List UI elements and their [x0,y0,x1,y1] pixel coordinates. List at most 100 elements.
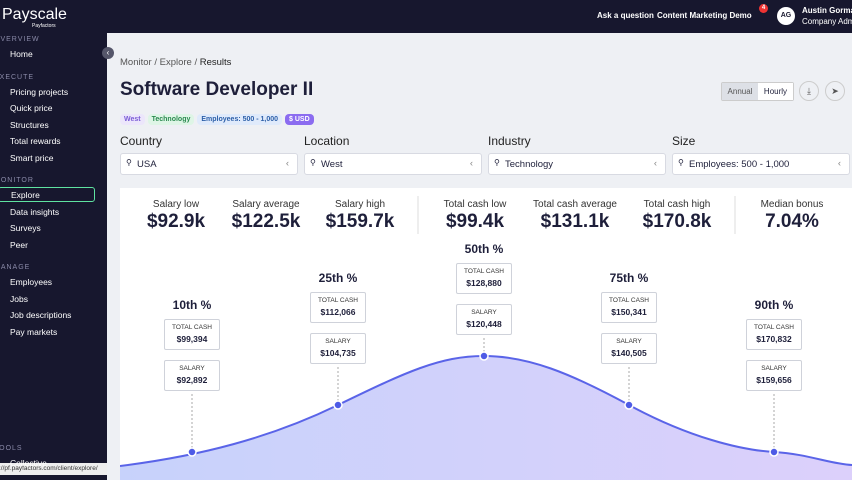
nav-item[interactable]: Explore [0,187,95,202]
stat-value: $99.4k [445,211,505,232]
brand: Payscale [2,6,67,23]
value-box: TOTAL CASH $128,880 [456,263,512,294]
search-icon: ⚲ [494,158,500,167]
chevron: ‹ [837,158,841,169]
crumb: Results [199,57,232,68]
box-value: $150,341 [611,307,647,317]
search-icon: ⚲ [310,158,316,167]
distribution-curve [120,196,852,480]
nav-item[interactable]: Jobs [10,293,28,304]
search-icon: ⚲ [126,158,132,167]
ask-link[interactable]: Ask a question [597,11,654,20]
percentile-label: 10th % [172,298,212,312]
period-toggle: Annual Hourly [721,82,794,101]
box-value: $104,735 [320,348,356,358]
percentile-label: 90th % [754,298,794,312]
nav-item[interactable]: Total rewards [10,136,61,146]
topbar: Ask a question Content Marketing Demo 4 … [107,0,852,33]
search-icon: ⚲ [678,158,684,167]
tag: Employees: 500 - 1,000 [197,114,283,125]
percentile-label: 50th % [464,242,504,256]
section-title: TOOLS [0,445,23,452]
nav-item[interactable]: Structures [10,119,49,130]
nav-item[interactable]: Home [10,49,33,59]
share-button[interactable]: ➤ [825,81,845,101]
section-title: OVERVIEW [0,36,40,43]
box-label: TOTAL CASH [754,324,794,331]
stat-label: Median bonus [760,199,824,210]
stat-label: Salary high [334,199,386,210]
box-label: SALARY [471,309,497,316]
value-box: SALARY $159,656 [746,360,802,391]
section-title: MANAGE [0,264,31,271]
nav-item[interactable]: Surveys [10,223,41,233]
stat-label: Total cash high [643,199,711,210]
box-value: $128,880 [466,278,502,288]
box-label: SALARY [325,338,351,345]
filter-label: Location [304,134,350,148]
box-label: TOTAL CASH [609,297,649,304]
page-title: Software Developer II [120,79,314,100]
avatar[interactable]: AG [777,7,795,25]
download-button[interactable]: ⤓ [799,81,819,101]
value-box: TOTAL CASH $112,066 [310,292,366,323]
box-label: TOTAL CASH [464,268,504,275]
tag: $ USD [285,114,314,125]
nav-item[interactable]: Pay markets [10,326,58,337]
toggle-option[interactable]: Annual [722,83,758,100]
box-value: $159,656 [756,375,792,385]
filter-select[interactable]: West ⚲ ‹ [304,153,482,175]
box-label: TOTAL CASH [318,297,358,304]
value-box: TOTAL CASH $150,341 [601,292,657,323]
value-box: SALARY $92,892 [164,360,220,391]
box-label: TOTAL CASH [172,324,212,331]
chevron: ‹ [285,158,289,169]
toggle-option[interactable]: Hourly [757,83,793,100]
box-value: $92,892 [176,375,208,385]
box-value: $170,832 [756,334,792,344]
value-box: SALARY $120,448 [456,304,512,335]
brand-sub: Payfactors [32,23,56,29]
crumb[interactable]: Monitor [120,57,152,68]
nav-item[interactable]: Smart price [10,152,54,163]
stat-value: $122.5k [231,211,301,232]
stat-value: 7.04% [765,211,819,232]
filter-select[interactable]: USA ⚲ ‹ [120,153,298,175]
nav-item[interactable]: Peer [10,239,28,250]
value-box: TOTAL CASH $99,394 [164,319,220,350]
box-value: $140,505 [611,348,647,358]
notification-count[interactable]: 4 [759,4,768,13]
chevron: ‹ [469,158,473,169]
tags: West Technology Employees: 500 - 1,000 $ US… [120,108,317,126]
company-name[interactable]: Content Marketing Demo [657,11,752,20]
filter-select[interactable]: Employees: 500 - 1,000 ⚲ ‹ [672,153,850,175]
percentile-point [479,351,489,361]
box-value: $99,394 [176,334,208,344]
tag: Technology [147,114,195,125]
tag: West [120,114,145,125]
nav-item[interactable]: Job descriptions [10,310,72,320]
stat-value: $159.7k [325,211,395,232]
user-name: Austin Gorman [802,6,852,15]
nav-item[interactable]: Quick price [10,103,53,113]
stat-value: $92.9k [146,211,206,232]
breadcrumb: Monitor / Explore / Results [120,57,232,68]
box-value: $112,066 [320,307,356,317]
box-label: SALARY [761,365,787,372]
nav-item[interactable]: Collective [10,458,47,468]
nav-item[interactable]: Data insights [10,206,60,217]
status-url: ://pf.payfactors.com/client/explore/ [0,463,107,475]
crumb[interactable]: Explore [159,57,192,68]
collapse-button[interactable]: ‹ [102,47,114,59]
nav-item[interactable]: Employees [10,277,53,287]
nav-item[interactable]: Pricing projects [10,86,69,97]
filter-label: Industry [488,134,531,148]
section-title: MONITOR [0,177,34,184]
percentile-point [769,447,779,457]
filter-select[interactable]: Technology ⚲ ‹ [488,153,666,175]
sidebar: Payscale Payfactors ://pf.payfactors.com… [0,0,107,480]
stat-label: Salary low [152,199,200,210]
box-label: SALARY [179,365,205,372]
stat-label: Total cash average [533,199,617,210]
